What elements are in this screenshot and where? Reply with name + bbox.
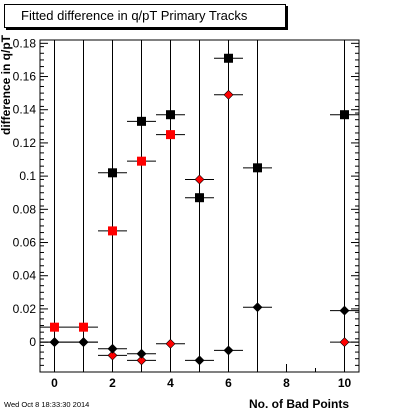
y-tick-label: 0.06 bbox=[13, 236, 37, 250]
square-marker bbox=[108, 168, 117, 178]
y-tick-label: 0.1 bbox=[19, 169, 36, 183]
diamond-marker bbox=[194, 174, 205, 185]
y-tick-label: 0 bbox=[29, 335, 36, 349]
diamond-marker bbox=[339, 305, 350, 316]
x-tick-label: 0 bbox=[51, 376, 58, 390]
x-tick-label: 10 bbox=[338, 376, 352, 390]
x-tick-label: 4 bbox=[167, 376, 174, 390]
square-marker bbox=[50, 322, 59, 332]
diamond-marker bbox=[223, 345, 234, 356]
y-tick-label: 0.16 bbox=[13, 70, 37, 84]
diamond-marker bbox=[223, 89, 234, 100]
y-axis-label: difference in q/pT bbox=[0, 34, 14, 136]
square-marker bbox=[79, 322, 88, 332]
square-marker bbox=[137, 156, 146, 166]
square-marker bbox=[253, 163, 262, 173]
y-tick-label: 0.14 bbox=[13, 103, 37, 117]
title-box: Fitted difference in q/pT Primary Tracks bbox=[4, 4, 286, 28]
diamond-marker bbox=[194, 355, 205, 366]
y-tick-label: 0.18 bbox=[13, 36, 37, 50]
x-axis-label: No. of Bad Points bbox=[249, 397, 349, 411]
diamond-marker bbox=[136, 348, 147, 359]
chart-title: Fitted difference in q/pT Primary Tracks bbox=[21, 8, 248, 23]
y-tick-label: 0.08 bbox=[13, 202, 37, 216]
square-marker bbox=[195, 193, 204, 203]
x-tick-label: 2 bbox=[109, 376, 116, 390]
y-tick-label: 0.12 bbox=[13, 136, 37, 150]
timestamp: Wed Oct 8 18:33:30 2014 bbox=[4, 400, 90, 409]
x-tick-label: 6 bbox=[225, 376, 232, 390]
diamond-marker bbox=[107, 343, 118, 354]
diamond-marker bbox=[252, 302, 263, 313]
diamond-marker bbox=[49, 337, 60, 348]
square-marker bbox=[108, 226, 117, 236]
x-tick-label: 8 bbox=[283, 376, 290, 390]
diamond-marker bbox=[339, 337, 350, 348]
square-marker bbox=[166, 110, 175, 120]
square-marker bbox=[137, 116, 146, 126]
diamond-marker bbox=[136, 355, 147, 366]
square-marker bbox=[166, 130, 175, 140]
diamond-marker bbox=[165, 338, 176, 349]
y-tick-label: 0.02 bbox=[13, 302, 37, 316]
diamond-marker bbox=[107, 350, 118, 361]
y-tick-label: 0.04 bbox=[13, 269, 37, 283]
square-marker bbox=[224, 53, 233, 63]
square-marker bbox=[340, 110, 349, 120]
diamond-marker bbox=[78, 337, 89, 348]
